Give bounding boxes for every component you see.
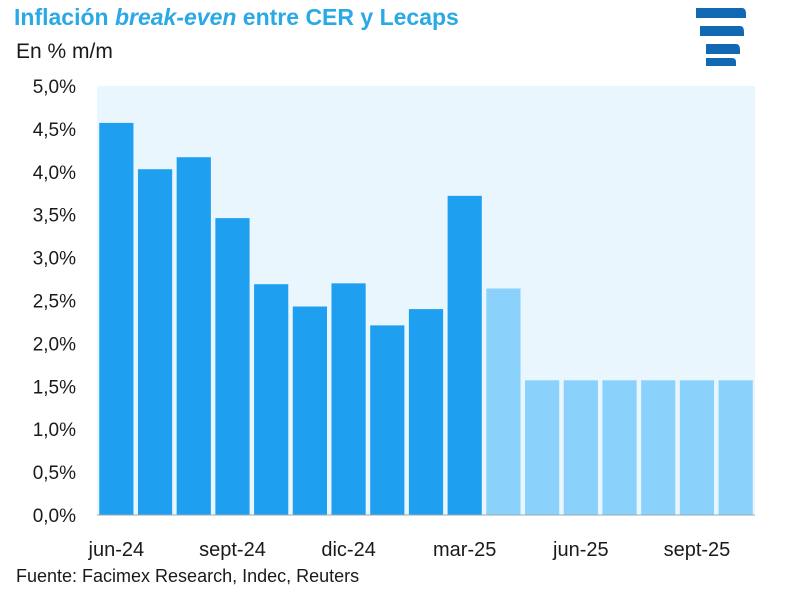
chart-subtitle: En % m/m — [16, 40, 113, 63]
bar-jun-24 — [99, 122, 134, 516]
y-tick-label: 1,5% — [33, 377, 76, 398]
bar-sept-24 — [215, 218, 250, 515]
y-tick-label: 5,0% — [33, 77, 76, 98]
y-tick-label: 0,5% — [33, 463, 76, 484]
y-tick-label: 2,5% — [33, 292, 76, 313]
bar-nov-24 — [292, 306, 327, 515]
bar-feb-25 — [408, 309, 444, 515]
x-tick-label: jun-25 — [552, 539, 609, 561]
bar-sept-25 — [679, 380, 715, 515]
y-tick-label: 1,0% — [33, 420, 76, 441]
bar-mar-25 — [447, 195, 482, 515]
bar-oct-24 — [254, 284, 289, 515]
bar-jun-25 — [563, 380, 598, 515]
bar-abr-25 — [486, 288, 521, 515]
bar-jul-24 — [137, 169, 173, 515]
y-tick-label: 0,0% — [33, 506, 76, 527]
x-tick-label: mar-25 — [433, 539, 496, 561]
x-tick-label: sept-24 — [199, 539, 266, 561]
bar-ene-25 — [370, 325, 405, 515]
x-tick-label: jun-24 — [88, 539, 145, 561]
bar-ago-25 — [641, 380, 676, 515]
bar-jul-25 — [602, 380, 637, 515]
x-tick-label: sept-25 — [664, 539, 731, 561]
chart-title: Inflación break-even entre CER y Lecaps — [14, 4, 459, 30]
source-note: Fuente: Facimex Research, Indec, Reuters — [16, 566, 360, 586]
y-tick-label: 4,0% — [33, 163, 76, 184]
bar-may-25 — [525, 380, 560, 515]
bar-dic-24 — [331, 283, 366, 515]
y-tick-label: 4,5% — [33, 120, 76, 141]
x-tick-label: dic-24 — [321, 539, 375, 561]
bar-ago-24 — [176, 157, 211, 516]
y-tick-label: 2,0% — [33, 334, 76, 355]
facimex-logo-icon — [696, 8, 746, 66]
y-tick-label: 3,0% — [33, 249, 76, 270]
bar-oct-25 — [718, 380, 753, 515]
y-tick-label: 3,5% — [33, 206, 76, 227]
